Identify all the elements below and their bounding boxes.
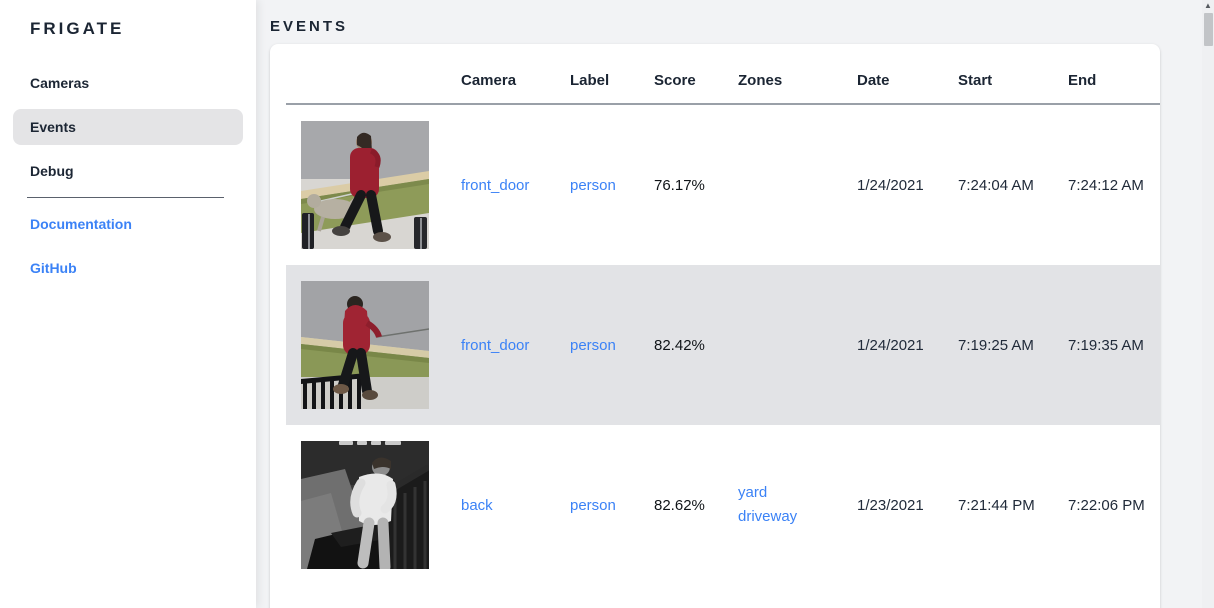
sidebar: FRIGATE Cameras Events Debug Documentati… xyxy=(0,0,256,608)
column-header-zones: Zones xyxy=(723,44,842,105)
end-value: 7:22:06 PM xyxy=(1068,496,1145,514)
sidebar-link-github[interactable]: GitHub xyxy=(13,250,243,286)
start-value: 7:24:04 AM xyxy=(958,176,1034,194)
start-value: 7:19:25 AM xyxy=(943,265,1053,425)
camera-link[interactable]: front_door xyxy=(461,336,530,354)
event-row[interactable]: front_door person 82.42% 1/24/2021 7:19:… xyxy=(286,265,1160,425)
sidebar-item-cameras[interactable]: Cameras xyxy=(13,65,243,101)
sidebar-item-debug[interactable]: Debug xyxy=(13,153,243,189)
table-header-row: Camera Label Score Zones Date Start End xyxy=(286,44,1160,105)
score-value: 82.42% xyxy=(639,265,723,425)
column-header-thumbnail xyxy=(286,44,446,105)
event-thumbnail-back-night[interactable] xyxy=(301,441,429,569)
date-value: 1/24/2021 xyxy=(857,176,924,194)
label-link[interactable]: person xyxy=(570,176,616,194)
main-content: EVENTS Camera Label Score Zones Date Sta… xyxy=(256,0,1202,608)
sidebar-link-label: Documentation xyxy=(30,216,132,232)
events-card: Camera Label Score Zones Date Start End xyxy=(270,44,1160,608)
events-table: Camera Label Score Zones Date Start End xyxy=(286,44,1160,585)
event-thumbnail-front-door-day-2[interactable] xyxy=(301,281,429,409)
sidebar-nav: Cameras Events Debug Documentation GitHu… xyxy=(0,57,256,286)
score-value: 82.62% xyxy=(654,496,705,514)
column-header-label: Label xyxy=(555,44,639,105)
event-row[interactable]: front_door person 76.17% 1/24/2021 7:24:… xyxy=(286,104,1160,265)
vertical-scrollbar[interactable]: ▲ xyxy=(1202,0,1214,608)
event-thumbnail-front-door-day[interactable] xyxy=(301,121,429,249)
start-value: 7:21:44 PM xyxy=(958,496,1035,514)
zone-link[interactable]: driveway xyxy=(738,508,798,525)
event-row[interactable]: back person 82.62% yard driveway 1/23/20… xyxy=(286,425,1160,585)
column-header-date: Date xyxy=(842,44,943,105)
app-logo: FRIGATE xyxy=(30,19,125,38)
zones-cell xyxy=(723,265,842,425)
sidebar-link-label: GitHub xyxy=(30,260,77,276)
sidebar-item-label: Cameras xyxy=(30,75,90,91)
end-value: 7:24:12 AM xyxy=(1068,176,1144,194)
zone-link[interactable]: yard xyxy=(738,484,768,501)
column-header-start: Start xyxy=(943,44,1053,105)
camera-link[interactable]: back xyxy=(461,496,493,514)
sidebar-item-label: Events xyxy=(30,119,76,135)
sidebar-divider xyxy=(27,197,224,198)
sidebar-item-events[interactable]: Events xyxy=(13,109,243,145)
zones-cell xyxy=(723,104,842,265)
date-value: 1/24/2021 xyxy=(842,265,943,425)
sidebar-link-documentation[interactable]: Documentation xyxy=(13,206,243,242)
scroll-up-icon[interactable]: ▲ xyxy=(1204,1,1212,10)
scrollbar-thumb[interactable] xyxy=(1204,13,1213,46)
score-value: 76.17% xyxy=(654,176,705,194)
zones-cell: yard driveway xyxy=(723,425,842,585)
column-header-camera: Camera xyxy=(446,44,555,105)
end-value: 7:19:35 AM xyxy=(1053,265,1160,425)
column-header-score: Score xyxy=(639,44,723,105)
date-value: 1/23/2021 xyxy=(857,496,924,514)
column-header-end: End xyxy=(1053,44,1160,105)
camera-link[interactable]: front_door xyxy=(461,176,530,194)
page-title: EVENTS xyxy=(270,18,349,35)
label-link[interactable]: person xyxy=(570,336,616,354)
label-link[interactable]: person xyxy=(570,496,616,514)
sidebar-item-label: Debug xyxy=(30,163,74,179)
